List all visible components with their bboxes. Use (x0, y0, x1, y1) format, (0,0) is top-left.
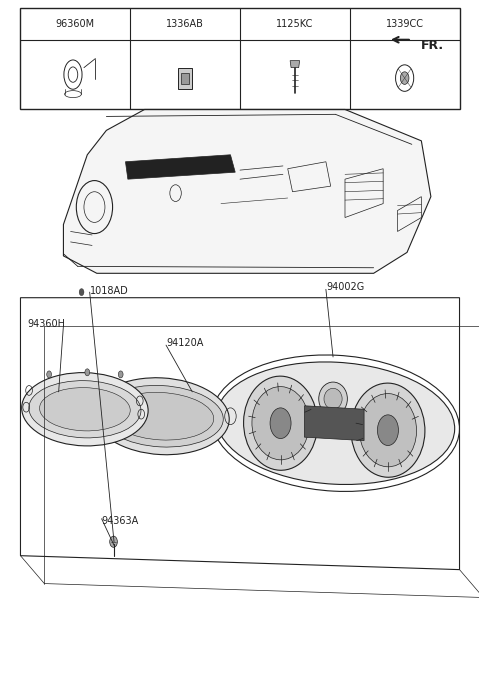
Ellipse shape (93, 378, 229, 455)
Text: 1336AB: 1336AB (166, 19, 204, 29)
Circle shape (47, 371, 51, 378)
Ellipse shape (39, 388, 130, 431)
Circle shape (118, 371, 123, 378)
Ellipse shape (324, 389, 342, 410)
Polygon shape (290, 61, 300, 68)
Ellipse shape (243, 376, 318, 470)
Ellipse shape (216, 362, 455, 484)
Text: 94360H: 94360H (28, 318, 66, 328)
Ellipse shape (109, 393, 214, 440)
Circle shape (110, 536, 117, 547)
Ellipse shape (29, 381, 141, 438)
Circle shape (377, 415, 398, 445)
Circle shape (85, 369, 90, 376)
Ellipse shape (252, 386, 309, 460)
Ellipse shape (351, 383, 425, 477)
Text: 1018AD: 1018AD (90, 286, 129, 295)
Polygon shape (304, 406, 364, 440)
Text: 1125KC: 1125KC (276, 19, 313, 29)
Ellipse shape (22, 372, 148, 446)
Polygon shape (178, 68, 192, 88)
Circle shape (79, 288, 84, 295)
Text: FR.: FR. (421, 38, 444, 52)
Circle shape (270, 408, 291, 438)
Text: 96360M: 96360M (56, 19, 95, 29)
Text: 94002G: 94002G (326, 282, 364, 293)
Ellipse shape (99, 386, 223, 447)
Text: 94363A: 94363A (102, 516, 139, 526)
Polygon shape (63, 109, 431, 273)
Ellipse shape (360, 393, 417, 467)
Ellipse shape (319, 382, 348, 416)
Polygon shape (181, 73, 189, 84)
Text: 94120A: 94120A (166, 338, 204, 348)
Circle shape (400, 72, 409, 85)
Text: 1339CC: 1339CC (385, 19, 424, 29)
Polygon shape (125, 155, 235, 179)
